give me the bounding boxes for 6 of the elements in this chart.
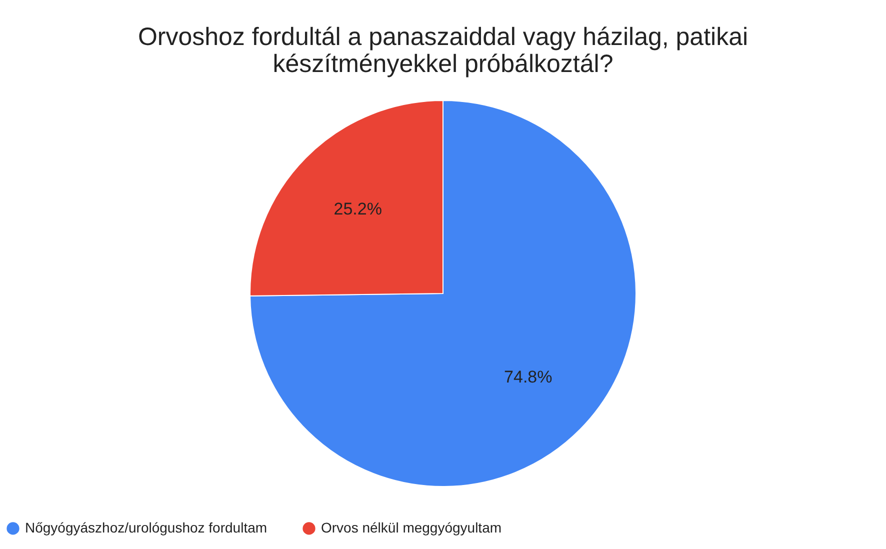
data-label: 25.2% [334,199,382,218]
data-label: 74.8% [504,368,552,387]
chart-title: Orvoshoz fordultál a panaszaiddal vagy házilag, patikai készítményekkel próbálkoztál? [138,23,748,78]
legend-label: Orvos nélkül meggyógyultam [321,519,502,536]
legend-label: Nőgyógyászhoz/urológushoz fordultam [25,519,268,536]
pie-slice [250,100,636,487]
